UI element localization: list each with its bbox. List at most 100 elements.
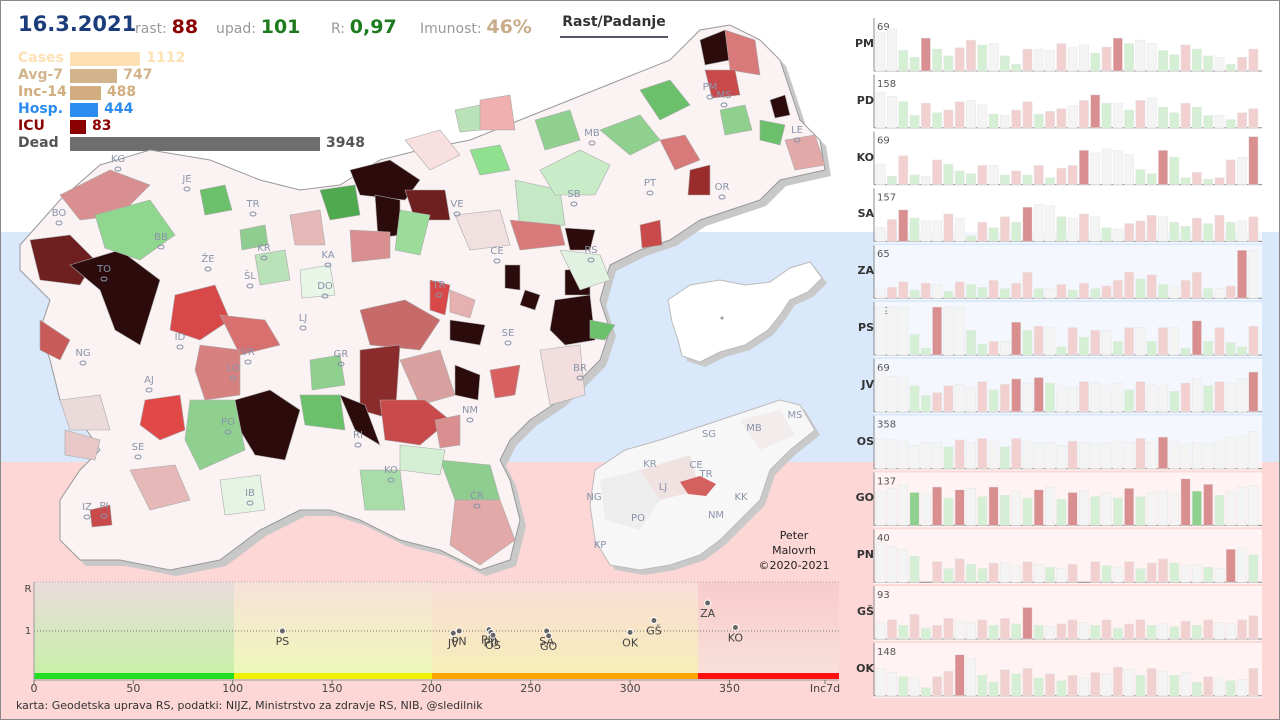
sm-max-label: 65 [877,249,890,260]
sm-bar [1022,382,1033,413]
map-municipalities[interactable] [29,29,826,566]
municipality-cell[interactable] [639,219,663,249]
sm-bar [1248,431,1259,469]
municipality-cell[interactable] [549,294,596,346]
r-value: 0,97 [349,16,397,38]
sm-bar [1248,668,1259,697]
municipality-cell[interactable] [139,394,186,441]
sm-bar [1033,377,1044,413]
municipality-cell[interactable] [339,394,381,446]
municipality-cell[interactable] [534,109,581,151]
municipality-cell[interactable] [519,289,541,311]
municipality-cell[interactable] [724,29,761,76]
municipality-cell[interactable] [184,399,246,471]
sm-bar [1191,625,1202,640]
municipality-cell[interactable] [349,229,391,263]
municipality-cell[interactable] [769,94,791,119]
municipality-cell[interactable] [194,344,241,401]
sm-bar [988,486,999,526]
municipality-cell[interactable] [704,69,741,99]
municipality-cell[interactable] [219,474,266,516]
municipality-cell[interactable] [559,249,611,291]
sm-bar [1011,109,1022,129]
municipality-cell[interactable] [514,179,566,231]
municipality-cell[interactable] [129,464,191,511]
municipality-cell[interactable] [169,284,231,341]
sm-bar [887,439,897,469]
municipality-cell[interactable] [299,264,336,299]
municipality-cell[interactable] [469,144,511,176]
imunost-label: Imunost: [420,21,482,37]
municipality-cell[interactable] [64,429,101,461]
municipality-cell[interactable] [449,499,516,566]
map-label: BR [573,363,587,374]
sm-bar [1158,385,1168,413]
rast-padanje-button[interactable]: Rast/Padanje [560,14,668,38]
municipality-cell[interactable] [449,289,476,319]
sm-bar [1045,327,1055,356]
municipality-cell[interactable] [489,364,521,399]
municipality-cell[interactable] [219,314,281,356]
municipality-cell[interactable] [299,394,346,431]
stat-label: Hosp. [18,101,64,117]
municipality-cell[interactable] [759,119,786,146]
municipality-cell[interactable] [404,129,461,171]
sm-bar [1225,490,1236,526]
municipality-cell[interactable] [359,299,441,351]
sm-bar [932,486,943,526]
municipality-cell[interactable] [687,164,711,196]
municipality-cell[interactable] [429,279,451,316]
sm-bar [1101,330,1112,356]
municipality-cell[interactable] [434,414,461,449]
stat-value: 1112 [146,50,186,66]
municipality-cell[interactable] [449,319,486,346]
municipality-cell[interactable] [659,134,701,171]
sm-bar [920,627,931,640]
municipality-cell[interactable] [639,79,691,121]
municipality-cell[interactable] [504,264,521,291]
sm-max-label: 69 [877,136,890,147]
municipality-cell[interactable] [589,319,616,341]
municipality-cell[interactable] [199,184,233,216]
municipality-cell[interactable] [309,354,346,391]
municipality-cell[interactable] [509,219,566,251]
municipality-cell[interactable] [394,209,431,256]
municipality-cell[interactable] [399,444,446,476]
map-label: TR [245,199,259,210]
municipality-cell[interactable] [239,224,269,251]
sm-bar [1237,156,1247,185]
sm-bar [977,286,988,299]
map-label: PO [221,417,235,428]
map-label: VR [241,347,255,358]
municipality-cell[interactable] [454,104,481,133]
municipality-cell[interactable] [564,227,596,251]
municipality-cell[interactable] [379,399,451,446]
municipality-cell[interactable] [454,209,511,251]
municipality-cell[interactable] [254,249,291,286]
municipality-cell[interactable] [719,104,753,136]
sm-bar [875,163,886,185]
sm-bar [920,687,931,697]
municipality-cell[interactable] [539,149,611,196]
municipality-cell[interactable] [319,184,361,221]
sm-bar [1079,442,1089,469]
sm-bar [1056,216,1067,242]
sm-bar [1169,440,1180,469]
municipality-cell[interactable] [39,319,71,361]
sm-bar [875,227,886,242]
municipality-cell[interactable] [289,209,326,246]
sm-bar [920,395,931,413]
municipality-cell[interactable] [359,469,406,511]
sm-bar [1101,673,1112,697]
municipality-cell[interactable] [94,199,176,261]
municipality-cell[interactable] [784,134,826,171]
municipality-cell[interactable] [479,94,516,131]
municipality-cell[interactable] [454,364,481,401]
sm-bar [1022,271,1033,299]
municipality-cell[interactable] [539,344,586,406]
sm-bar [1191,681,1202,697]
municipality-cell[interactable] [59,394,111,431]
map-marker [588,140,596,146]
map-marker [246,500,254,506]
